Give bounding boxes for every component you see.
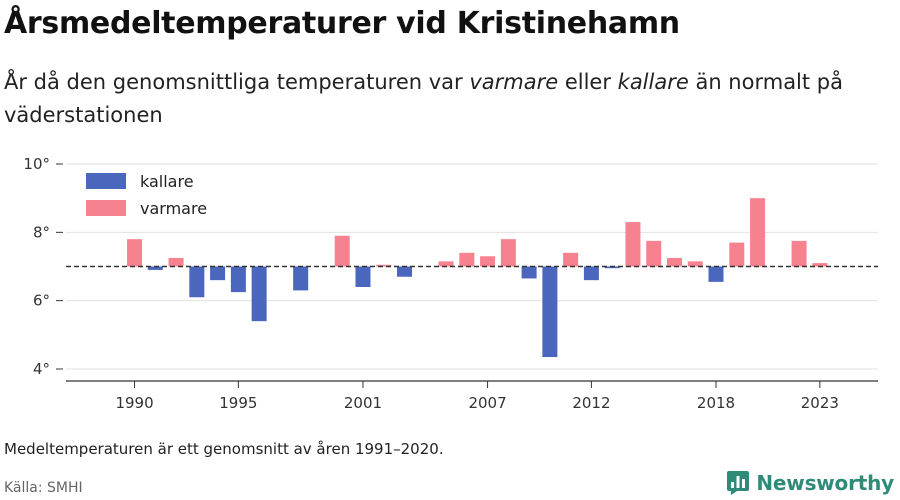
bar-2023 bbox=[812, 263, 828, 267]
legend-label-warmer: varmare bbox=[140, 199, 207, 218]
x-axis-ticks: 1990 1995 2001 2007 2012 2018 2023 bbox=[115, 381, 839, 412]
bar-2022 bbox=[791, 240, 807, 267]
subtitle-text-mid: eller bbox=[558, 70, 618, 94]
subtitle-text-post: än normalt på väderstationen bbox=[4, 70, 843, 127]
bar-2016 bbox=[666, 257, 682, 267]
y-tick-label: 8° bbox=[33, 223, 50, 241]
bar-1993 bbox=[189, 266, 205, 298]
bar-2002 bbox=[376, 264, 392, 267]
bar-2012 bbox=[583, 266, 599, 281]
source-text: Källa: SMHI bbox=[4, 480, 83, 496]
legend-swatch-warmer bbox=[86, 200, 126, 216]
bar-1991 bbox=[147, 266, 163, 270]
x-tick-label: 2012 bbox=[572, 394, 610, 412]
footnote: Medeltemperaturen är ett genomsnitt av å… bbox=[4, 440, 444, 458]
bar-2003 bbox=[397, 266, 413, 277]
bar-2014 bbox=[625, 222, 641, 267]
bar-2009 bbox=[521, 266, 537, 279]
bar-2007 bbox=[480, 256, 496, 267]
chart-subtitle: År då den genomsnittliga temperaturen va… bbox=[4, 66, 884, 132]
bar-1995 bbox=[230, 266, 246, 293]
legend: kallare varmare bbox=[86, 172, 207, 218]
chart-title: Årsmedeltemperaturer vid Kristinehamn bbox=[4, 6, 680, 41]
x-tick-label: 2001 bbox=[344, 394, 382, 412]
subtitle-warm-word: varmare bbox=[469, 70, 559, 94]
newsworthy-logo: Newsworthy bbox=[726, 470, 894, 496]
y-tick-label: 4° bbox=[33, 360, 50, 378]
newsworthy-brand-name: Newsworthy bbox=[756, 471, 894, 495]
bar-2011 bbox=[563, 252, 579, 267]
legend-label-colder: kallare bbox=[140, 172, 194, 191]
bar-2010 bbox=[542, 266, 558, 358]
x-tick-label: 1990 bbox=[115, 394, 153, 412]
x-tick-label: 2018 bbox=[697, 394, 735, 412]
bar-2018 bbox=[708, 266, 724, 282]
bar-2008 bbox=[500, 239, 516, 267]
bar-2006 bbox=[459, 252, 475, 267]
subtitle-cold-word: kallare bbox=[617, 70, 689, 94]
bar-1994 bbox=[210, 266, 226, 281]
temperature-bar-chart: 4° 6° 8° 10° 1990 1995 2001 2007 2012 2018 2023 k… bbox=[23, 155, 878, 412]
bar-1992 bbox=[168, 257, 184, 267]
newsworthy-logo-icon bbox=[727, 471, 750, 495]
bars bbox=[127, 198, 828, 358]
y-axis-ticks: 4° 6° 8° 10° bbox=[23, 155, 63, 378]
bar-2005 bbox=[438, 261, 454, 267]
bar-2015 bbox=[646, 240, 662, 267]
x-tick-label: 2023 bbox=[801, 394, 839, 412]
grid-lines bbox=[66, 163, 878, 370]
x-tick-label: 2007 bbox=[468, 394, 506, 412]
bar-2020 bbox=[750, 198, 766, 267]
bar-2013 bbox=[604, 266, 620, 269]
y-tick-label: 10° bbox=[23, 155, 50, 173]
y-tick-label: 6° bbox=[33, 292, 50, 310]
bar-2000 bbox=[334, 235, 350, 267]
bar-1998 bbox=[293, 266, 309, 291]
x-tick-label: 1995 bbox=[219, 394, 257, 412]
bar-1990 bbox=[127, 239, 143, 267]
bar-2017 bbox=[687, 261, 703, 267]
bar-2019 bbox=[729, 242, 745, 267]
bar-2001 bbox=[355, 266, 371, 287]
subtitle-text-pre: År då den genomsnittliga temperaturen va… bbox=[4, 70, 470, 94]
bar-1996 bbox=[251, 266, 267, 322]
legend-swatch-colder bbox=[86, 173, 126, 189]
